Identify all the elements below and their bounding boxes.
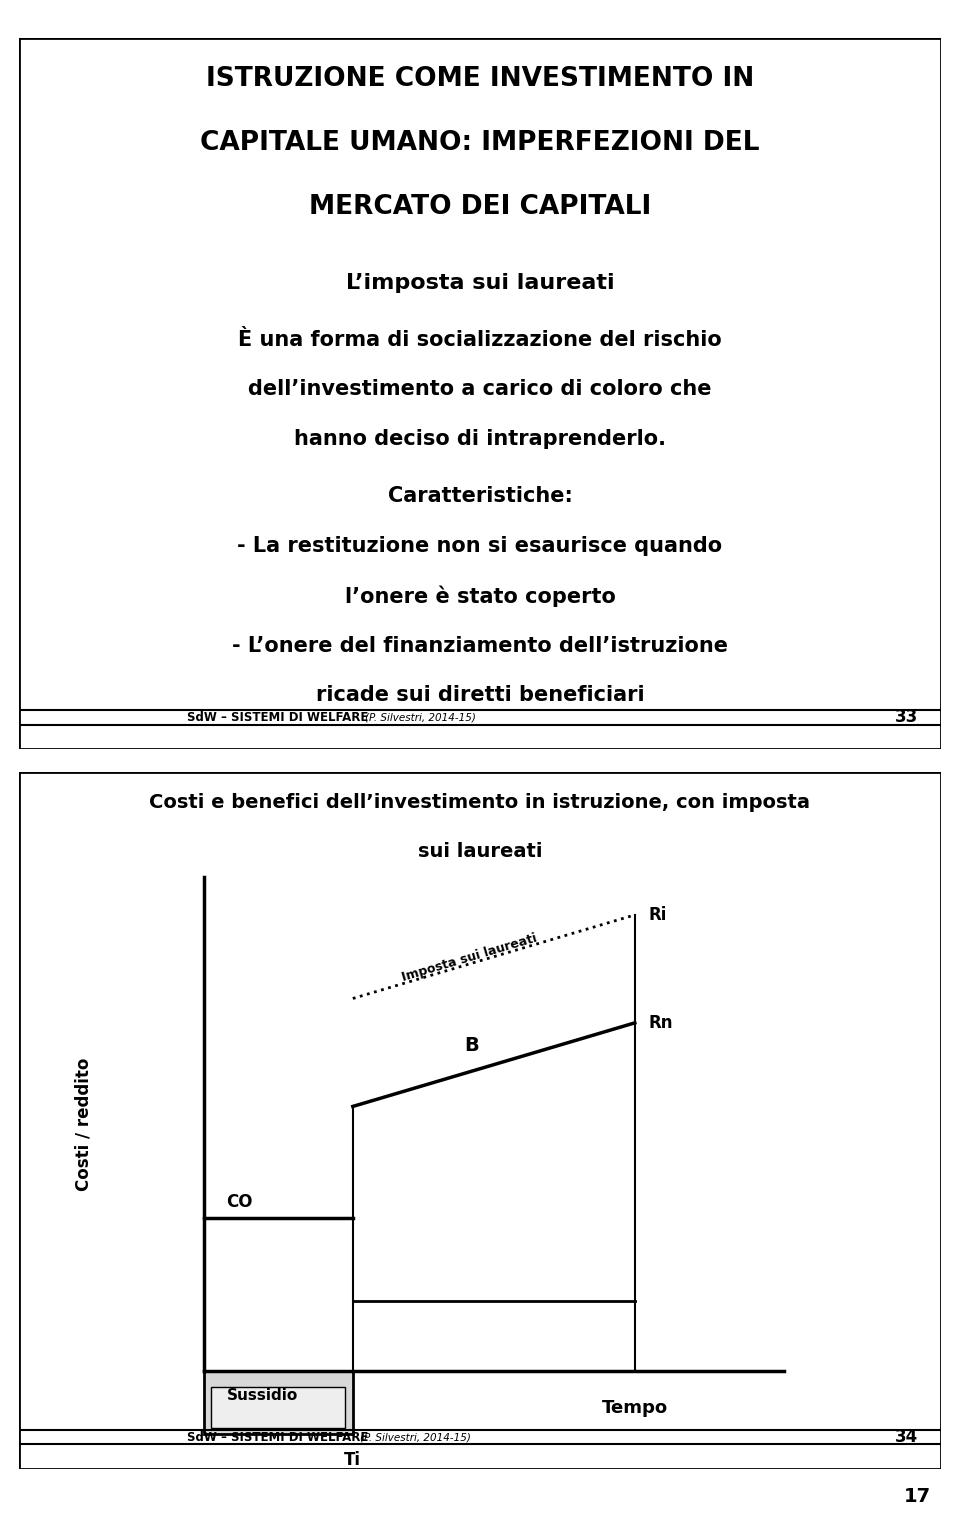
Text: Ti: Ti — [345, 1450, 361, 1469]
Text: l’onere è stato coperto: l’onere è stato coperto — [345, 586, 615, 607]
Text: sui laureati: sui laureati — [418, 842, 542, 861]
Text: Rn: Rn — [649, 1014, 673, 1033]
Text: B: B — [464, 1036, 479, 1055]
Text: SdW – SISTEMI DI WELFARE: SdW – SISTEMI DI WELFARE — [186, 1431, 368, 1444]
Text: Imposta sui laureati: Imposta sui laureati — [400, 931, 539, 984]
Text: CO: CO — [227, 1193, 253, 1211]
Text: È una forma di socializzazione del rischio: È una forma di socializzazione del risch… — [238, 330, 722, 350]
Text: 17: 17 — [904, 1487, 931, 1506]
Text: MERCATO DEI CAPITALI: MERCATO DEI CAPITALI — [309, 194, 651, 221]
Text: L’imposta sui laureati: L’imposta sui laureati — [346, 273, 614, 292]
Text: (P. Silvestri, 2014-15): (P. Silvestri, 2014-15) — [360, 1432, 471, 1443]
Text: hanno deciso di intraprenderlo.: hanno deciso di intraprenderlo. — [294, 430, 666, 450]
Text: Costi / reddito: Costi / reddito — [75, 1057, 93, 1190]
Text: ISTRUZIONE COME INVESTIMENTO IN: ISTRUZIONE COME INVESTIMENTO IN — [205, 67, 755, 92]
Text: dell’investimento a carico di coloro che: dell’investimento a carico di coloro che — [249, 380, 711, 400]
Bar — [204, 1372, 353, 1434]
Bar — [211, 1387, 346, 1428]
Text: CAPITALE UMANO: IMPERFEZIONI DEL: CAPITALE UMANO: IMPERFEZIONI DEL — [201, 130, 759, 156]
Text: Ri: Ri — [649, 905, 667, 924]
Text: Tempo: Tempo — [602, 1399, 668, 1417]
Text: SdW – SISTEMI DI WELFARE: SdW – SISTEMI DI WELFARE — [186, 712, 368, 724]
Text: Costi e benefici dell’investimento in istruzione, con imposta: Costi e benefici dell’investimento in is… — [150, 793, 810, 812]
Text: Caratteristiche:: Caratteristiche: — [388, 486, 572, 506]
Text: 34: 34 — [895, 1428, 918, 1446]
Text: 33: 33 — [895, 709, 918, 727]
Text: - La restituzione non si esaurisce quando: - La restituzione non si esaurisce quand… — [237, 536, 723, 556]
Text: (P. Silvestri, 2014-15): (P. Silvestri, 2014-15) — [365, 713, 475, 722]
Text: Sussidio: Sussidio — [227, 1388, 298, 1403]
Text: ricade sui diretti beneficiari: ricade sui diretti beneficiari — [316, 686, 644, 706]
Text: - L’onere del finanziamento dell’istruzione: - L’onere del finanziamento dell’istruzi… — [232, 636, 728, 656]
